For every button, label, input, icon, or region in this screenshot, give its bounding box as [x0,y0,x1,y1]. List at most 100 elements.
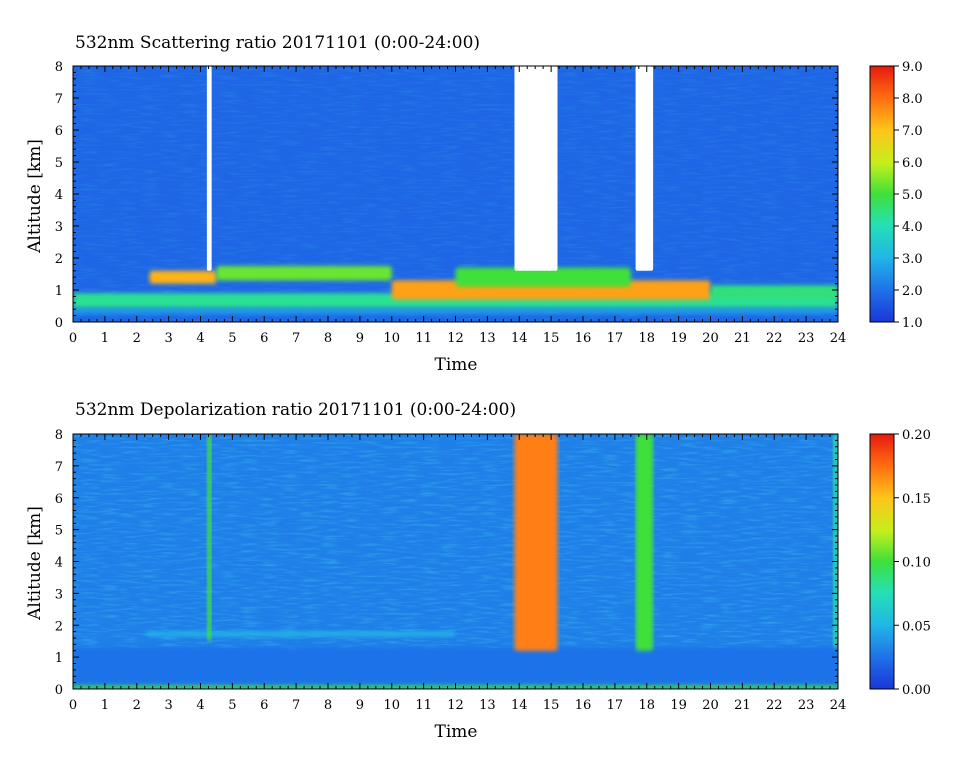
x-tick-label: 2 [133,331,141,346]
heatmap-layer [73,307,838,314]
heatmap-feature [635,434,654,651]
colorbar-tick-label: 6.0 [902,156,923,171]
x-tick-label: 20 [702,331,719,346]
x-tick-label: 24 [830,331,847,346]
heatmap-feature [833,434,838,648]
x-tick-label: 21 [734,698,751,713]
heatmap-feature [149,270,217,284]
x-tick-label: 12 [447,331,464,346]
colorbar-tick-label: 1.0 [902,316,923,331]
x-tick-label: 8 [324,698,332,713]
x-tick-label: 22 [766,331,783,346]
x-tick-label: 8 [324,331,332,346]
depolarization-ylabel: Altitude [km] [25,506,45,621]
x-tick-label: 15 [543,331,560,346]
x-tick-label: 4 [196,698,204,713]
heatmap-feature [455,267,631,287]
x-tick-label: 14 [511,698,528,713]
y-tick-label: 2 [55,619,63,634]
depolarization-xlabel: Time [435,722,478,742]
x-tick-label: 18 [638,698,655,713]
colorbar-tick-label: 8.0 [902,92,923,107]
x-tick-label: 7 [292,331,300,346]
colorbar-tick-label: 9.0 [902,60,923,75]
x-tick-label: 10 [383,331,400,346]
x-tick-label: 0 [69,698,77,713]
y-tick-label: 0 [55,683,63,698]
x-tick-label: 6 [260,331,268,346]
heatmap-feature [514,434,558,651]
scattering-panel: 532nm Scattering ratio 20171101 (0:00-24… [25,33,923,375]
y-tick-label: 4 [55,188,63,203]
x-tick-label: 13 [479,698,496,713]
x-tick-label: 11 [415,331,432,346]
x-tick-label: 20 [702,698,719,713]
x-tick-label: 7 [292,698,300,713]
y-tick-label: 8 [55,428,63,443]
scattering-colorbar: 1.0 2.0 3.0 4.0 5.0 6.0 7.0 8.0 9.0 [869,60,923,331]
heatmap-feature [206,434,212,642]
x-tick-label: 19 [670,331,687,346]
y-tick-label: 5 [55,524,63,539]
colorbar-tick-label: 2.0 [902,284,923,299]
no-data-gap [514,66,558,271]
x-tick-label: 5 [228,698,236,713]
x-tick-label: 9 [356,331,364,346]
x-tick-label: 10 [383,698,400,713]
heatmap-feature [216,266,392,281]
scattering-plot-area: 0 1 2 3 4 5 6 7 8 9 10 11 12 13 14 15 16 17 18 19 20 21 22 23 24… [55,60,847,346]
x-tick-label: 3 [164,698,172,713]
x-tick-label: 11 [415,698,432,713]
depolarization-plot-area: 0 1 2 3 4 5 6 7 8 9 10 11 12 13 14 15 16 17 18 19 20 21 22 23 24… [55,428,847,713]
x-tick-label: 24 [830,698,847,713]
colorbar-tick-label: 5.0 [902,188,923,203]
x-tick-label: 9 [356,698,364,713]
x-tick-label: 12 [447,698,464,713]
y-tick-label: 3 [55,587,63,602]
x-tick-label: 2 [133,698,141,713]
x-tick-label: 21 [734,331,751,346]
y-tick-label: 7 [55,460,63,475]
x-tick-label: 16 [575,331,592,346]
x-tick-label: 15 [543,698,560,713]
x-tick-label: 4 [196,331,204,346]
colorbar-gradient [869,433,895,690]
colorbar-tick-label: 7.0 [902,124,923,139]
y-tick-label: 1 [55,651,63,666]
colorbar-tick-label: 0.05 [902,619,931,634]
heatmap-layer [73,647,838,685]
no-data-gap [635,66,654,271]
colorbar-tick-label: 0.15 [902,492,931,507]
colorbar-tick-label: 0.10 [902,556,931,571]
y-tick-label: 6 [55,492,63,507]
depolarization-colorbar: 0.00 0.05 0.10 0.15 0.20 [869,428,931,698]
scattering-ylabel: Altitude [km] [25,139,45,254]
x-tick-label: 17 [607,698,624,713]
x-tick-label: 17 [607,331,624,346]
heatmap-feature [710,285,838,298]
heatmap-feature [146,631,456,637]
y-tick-label: 6 [55,124,63,139]
x-tick-label: 0 [69,331,77,346]
scattering-title: 532nm Scattering ratio 20171101 (0:00-24… [75,33,480,53]
x-tick-label: 18 [638,331,655,346]
depolarization-title: 532nm Depolarization ratio 20171101 (0:0… [75,400,516,420]
x-tick-label: 16 [575,698,592,713]
y-tick-label: 8 [55,60,63,75]
x-tick-label: 19 [670,698,687,713]
x-tick-label: 5 [228,331,236,346]
colorbar-tick-label: 0.00 [902,683,931,698]
colorbar-tick-label: 3.0 [902,252,923,267]
y-tick-label: 3 [55,220,63,235]
y-tick-label: 7 [55,92,63,107]
heatmap-noise-texture [73,434,838,689]
x-tick-label: 1 [101,331,109,346]
colorbar-gradient [869,65,895,323]
y-tick-label: 1 [55,284,63,299]
x-tick-label: 23 [798,331,815,346]
depolarization-panel: 532nm Depolarization ratio 20171101 (0:0… [25,400,931,742]
x-tick-label: 13 [479,331,496,346]
x-tick-label: 3 [164,331,172,346]
y-tick-label: 0 [55,316,63,331]
